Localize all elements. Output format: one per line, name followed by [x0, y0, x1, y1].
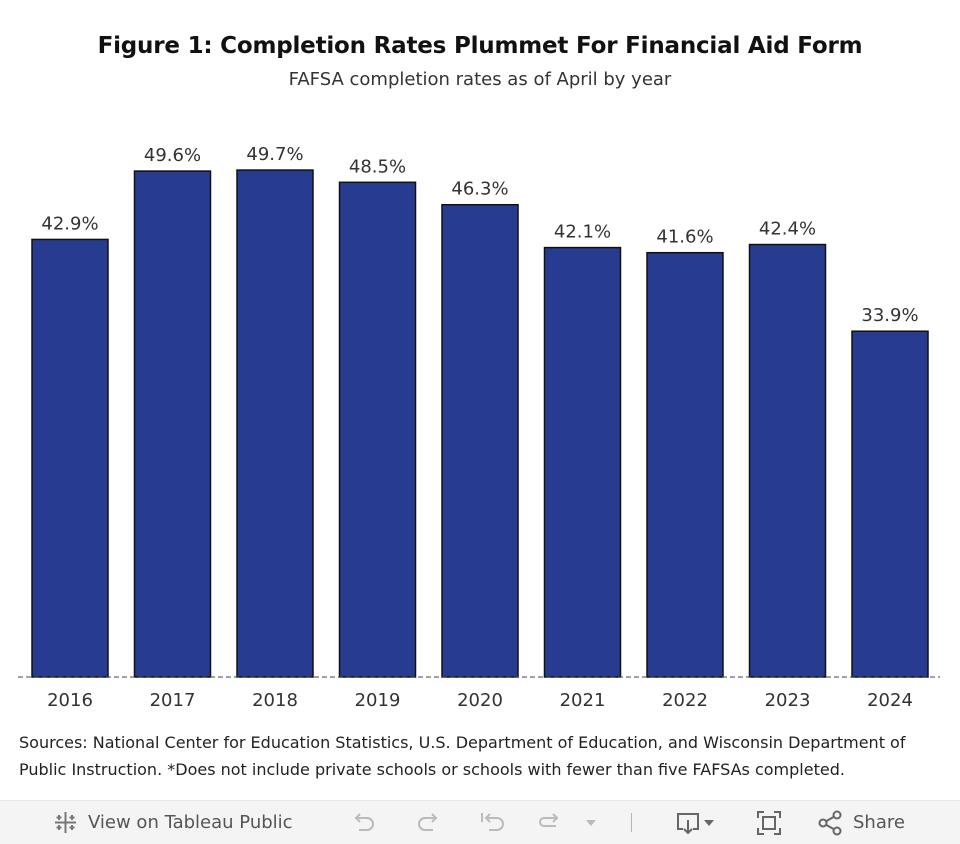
x-tick-2017: 2017 [150, 690, 196, 711]
bar-2019[interactable] [338, 181, 417, 678]
bars-group: 42.9% 49.6% 49.7% 48.5% 46.3% 42.1% 41.6% 42.4%… [31, 144, 929, 678]
x-tick-2018: 2018 [252, 690, 298, 711]
refresh-button[interactable] [536, 801, 566, 844]
bar-2024[interactable] [851, 330, 929, 678]
sources-note: Sources: National Center for Education S… [19, 733, 906, 779]
refresh-icon [539, 812, 559, 827]
revert-button[interactable] [478, 801, 508, 844]
x-tick-2021: 2021 [560, 690, 606, 711]
view-on-tableau-button[interactable]: View on Tableau Public [52, 801, 293, 844]
view-on-tableau-label: View on Tableau Public [88, 812, 293, 833]
data-label-2018: 49.7% [246, 144, 303, 165]
download-icon [677, 812, 699, 834]
x-tick-2023: 2023 [765, 690, 811, 711]
bar-2017[interactable] [133, 170, 212, 678]
chevron-down-icon [704, 819, 714, 826]
bar-2016[interactable] [31, 238, 109, 678]
bar-2021[interactable] [543, 246, 622, 678]
data-label-2020: 46.3% [451, 179, 508, 200]
x-tick-2024: 2024 [867, 690, 913, 711]
bar-2022[interactable] [646, 251, 724, 678]
redo-icon [418, 812, 438, 831]
chart-title: Figure 1: Completion Rates Plummet For F… [97, 33, 863, 59]
data-label-2017: 49.6% [144, 145, 201, 166]
data-label-2024: 33.9% [861, 305, 918, 326]
bar-2023[interactable] [748, 243, 827, 678]
fullscreen-button[interactable] [755, 801, 783, 844]
data-label-2023: 42.4% [759, 219, 816, 240]
download-button[interactable] [674, 801, 716, 844]
toolbar-divider [631, 813, 632, 832]
x-tick-2020: 2020 [457, 690, 503, 711]
pause-dropdown-button[interactable] [584, 801, 598, 844]
share-button[interactable]: Share [817, 801, 905, 844]
undo-button[interactable] [350, 801, 378, 844]
chart-subtitle: FAFSA completion rates as of April by ye… [288, 69, 672, 90]
x-tick-2022: 2022 [662, 690, 708, 711]
x-tick-2019: 2019 [355, 690, 401, 711]
share-icon [818, 810, 842, 835]
tableau-logo-icon [52, 809, 79, 836]
bar-2018[interactable] [236, 169, 314, 678]
revert-icon [481, 812, 504, 831]
tableau-toolbar: View on Tableau Public [0, 800, 960, 844]
x-tick-labels: 2016 2017 2018 2019 2020 2021 2022 2023 2024 [47, 690, 913, 711]
data-label-2021: 42.1% [554, 222, 611, 243]
redo-button[interactable] [414, 801, 442, 844]
data-label-2016: 42.9% [41, 213, 98, 234]
bar-2020[interactable] [441, 203, 519, 678]
data-label-2019: 48.5% [349, 156, 406, 177]
data-label-2022: 41.6% [656, 227, 713, 248]
share-label: Share [853, 812, 905, 833]
fullscreen-icon [757, 810, 781, 835]
x-tick-2016: 2016 [47, 690, 93, 711]
bar-chart: 42.9% 49.6% 49.7% 48.5% 46.3% 42.1% 41.6% 42.4%… [18, 144, 940, 711]
chevron-down-icon [586, 819, 596, 826]
undo-icon [354, 812, 374, 831]
